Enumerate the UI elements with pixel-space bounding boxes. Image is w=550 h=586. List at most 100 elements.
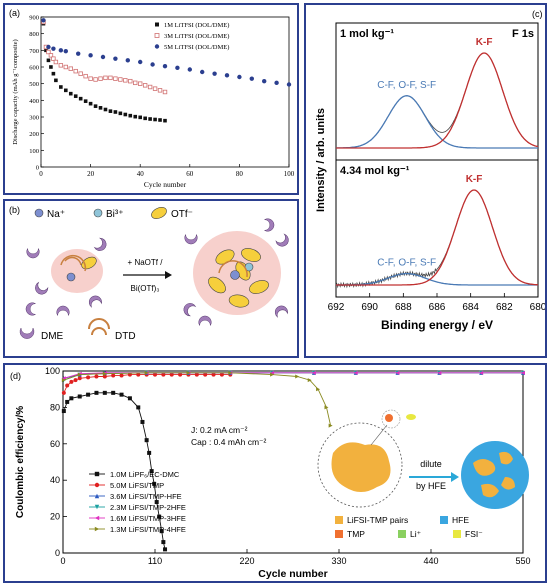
legend-marker <box>154 44 160 49</box>
x-tick-label: 100 <box>284 170 295 178</box>
x-tick-label: 550 <box>515 556 530 566</box>
otf-icon <box>151 207 167 219</box>
x-tick-label: 682 <box>496 302 513 313</box>
data-point <box>119 373 124 378</box>
legend-label: Li⁺ <box>410 529 422 539</box>
data-point <box>437 370 442 375</box>
data-point <box>108 75 113 81</box>
data-point <box>83 73 88 79</box>
dispersed-cluster <box>473 459 496 476</box>
data-point <box>63 48 68 54</box>
dtd-icon <box>91 327 107 336</box>
data-point <box>147 450 152 455</box>
legend-label: Bi³⁺ <box>106 209 124 220</box>
y-tick-label: 40 <box>50 475 60 485</box>
panel-label: (d) <box>10 371 21 381</box>
x-tick-label: 690 <box>361 302 378 313</box>
data-point <box>157 514 162 519</box>
legend-label: 2.3M LiFSI/TMP-2HFE <box>110 503 186 512</box>
dme-molecule <box>274 305 288 318</box>
x-tick-label: 330 <box>331 556 346 566</box>
legend-label: 1.6M LiFSI/TMP-3HFE <box>110 514 186 523</box>
x-tick-label: 680 <box>530 302 545 313</box>
x-tick-label: 684 <box>462 302 479 313</box>
concentration-label: 4.34 mol kg⁻¹ <box>340 165 410 177</box>
spectrum-title: F 1s <box>512 28 534 40</box>
data-point <box>249 76 254 81</box>
peak-label: K-F <box>466 174 483 185</box>
dme-molecule <box>183 303 197 317</box>
series-line <box>63 372 523 379</box>
data-point <box>153 372 157 377</box>
otf-anion <box>208 276 226 294</box>
data-point <box>88 76 93 81</box>
data-point <box>78 71 83 76</box>
legend-label: DME <box>41 331 64 342</box>
data-point <box>41 18 46 23</box>
fsi-anion <box>406 414 416 420</box>
data-point <box>186 370 191 375</box>
data-point <box>295 374 300 379</box>
panel-label: (c) <box>532 9 543 19</box>
panel-label: (b) <box>9 205 20 215</box>
fitted-peak <box>336 272 538 286</box>
legend-label: HFE <box>452 515 469 525</box>
data-point <box>224 73 230 78</box>
legend-label: 5M LiTFSI (DOL/DME) <box>164 44 229 51</box>
data-point <box>93 104 98 108</box>
dme-molecule <box>88 295 102 308</box>
data-point <box>44 48 48 53</box>
data-point <box>152 86 158 91</box>
data-point <box>83 99 88 103</box>
data-point <box>59 85 63 89</box>
panel-b: (b) Na⁺ Bi³⁺ OTf⁻ + NaOTf / Bi(OTf)₃ DME DTD <box>3 199 299 358</box>
chart-c: (c) 692 690 688 686 684 682 680 Binding energy /… <box>315 9 547 332</box>
data-point <box>64 88 68 93</box>
legend-swatch <box>335 516 343 524</box>
series-3 <box>41 18 292 87</box>
data-point <box>100 54 106 60</box>
data-point <box>237 74 242 80</box>
data-point <box>395 370 400 375</box>
data-point <box>128 113 133 118</box>
data-point <box>61 378 66 383</box>
data-point <box>152 481 157 486</box>
current-density-label: J: 0.2 mA cm⁻² <box>191 425 248 435</box>
series-1 <box>61 390 168 552</box>
otf-anion <box>241 248 261 262</box>
data-point <box>159 529 164 534</box>
legend-label: LiFSI-TMP pairs <box>347 515 408 525</box>
data-point <box>138 115 142 120</box>
data-point <box>353 370 358 375</box>
data-point <box>200 69 205 75</box>
y-tick-label: 800 <box>29 31 39 38</box>
data-point <box>118 111 123 116</box>
data-point <box>162 89 168 95</box>
x-tick-label: 440 <box>423 556 438 566</box>
data-point <box>46 44 51 50</box>
data-point <box>123 78 128 83</box>
dtd-molecule <box>64 256 82 266</box>
data-point <box>51 56 56 61</box>
data-point <box>158 118 162 122</box>
data-point <box>94 390 99 395</box>
data-point <box>479 370 484 375</box>
arrow-label: Bi(OTf)₃ <box>130 284 159 293</box>
data-point <box>157 88 163 93</box>
data-point <box>113 56 118 61</box>
data-point <box>144 370 149 375</box>
x-tick-label: 60 <box>186 170 194 178</box>
y-tick-label: 60 <box>50 439 60 449</box>
data-point <box>194 372 199 377</box>
data-point <box>88 53 93 58</box>
y-tick-label: 400 <box>29 98 39 105</box>
data-point <box>69 379 74 384</box>
data-point <box>142 83 148 88</box>
data-point <box>98 106 103 110</box>
data-point <box>143 116 147 121</box>
data-point <box>163 547 168 552</box>
x-tick-label: 692 <box>328 302 345 313</box>
data-point <box>138 59 143 65</box>
otf-anion <box>228 294 250 308</box>
data-point <box>274 80 279 86</box>
